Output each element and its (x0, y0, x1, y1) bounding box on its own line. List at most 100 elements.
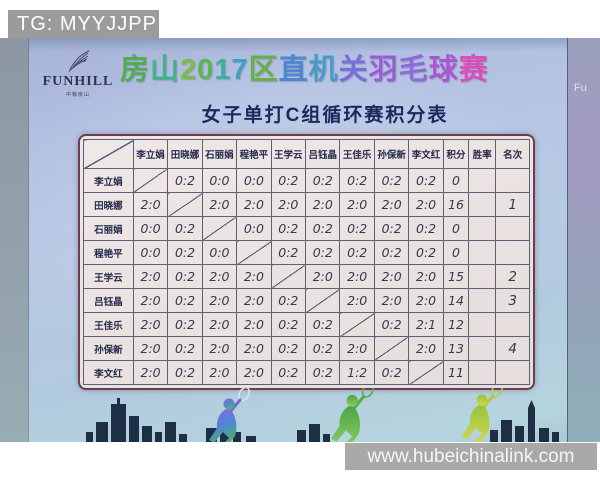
score-cell: 0:2 (408, 168, 444, 193)
score-cell: 0:2 (270, 216, 307, 241)
header-stat-cell: 积分 (442, 139, 470, 169)
score-cell: 2:0 (305, 264, 341, 289)
winrate-cell (468, 264, 497, 289)
row-player-name: 李文红 (83, 360, 134, 385)
score-cell: 2:0 (201, 288, 238, 313)
self-match-cell (373, 336, 410, 361)
score-cell: 0:2 (305, 168, 341, 193)
table-row: 李文红 2:0 0:2 2:0 2:0 0:2 0:2 1:2 0:2 11 (83, 360, 530, 385)
self-match-cell (408, 360, 444, 385)
header-player-cell: 李立娟 (132, 139, 169, 169)
table-row: 孙保新 2:0 0:2 2:0 2:0 0:2 0:2 2:0 2:0 13 4 (83, 336, 530, 361)
score-cell: 2:0 (201, 312, 238, 337)
score-cell: 0:2 (339, 168, 375, 193)
score-cell: 0:0 (132, 216, 169, 241)
self-match-cell (132, 168, 169, 193)
score-cell: 2:0 (408, 288, 444, 313)
adjacent-poster-text: Fu (574, 82, 587, 94)
score-cell: 0:2 (167, 264, 203, 289)
score-cell: 0:2 (270, 312, 307, 337)
score-cell: 2:0 (132, 264, 169, 289)
points-cell: 12 (442, 312, 470, 337)
points-cell: 16 (442, 192, 470, 217)
score-cell: 0:2 (305, 336, 341, 361)
header-player-cell: 王佳乐 (339, 139, 375, 169)
tournament-title: 房山2017区直机关羽毛球赛 (120, 54, 489, 86)
score-cell: 0:2 (167, 312, 203, 337)
header-player-cell: 王学云 (270, 139, 307, 169)
score-cell: 2:0 (373, 264, 410, 289)
score-cell: 2:0 (339, 264, 375, 289)
self-match-cell (236, 240, 272, 265)
winrate-cell (468, 216, 497, 241)
score-cell: 2:0 (201, 360, 238, 385)
header-player-cell: 吕钰晶 (305, 139, 341, 169)
points-cell: 14 (442, 288, 470, 313)
score-cell: 2:0 (373, 192, 410, 217)
self-match-cell (167, 192, 203, 217)
score-cell: 0:2 (305, 216, 341, 241)
score-cell: 0:2 (270, 240, 307, 265)
header-stat-cell: 名次 (495, 139, 530, 169)
rank-cell (495, 240, 530, 265)
rank-cell (495, 360, 530, 385)
score-cell: 2:0 (201, 336, 238, 361)
table-row: 吕钰晶 2:0 0:2 2:0 2:0 0:2 2:0 2:0 2:0 14 3 (83, 288, 530, 313)
row-player-name: 李立娟 (83, 168, 134, 193)
score-cell: 0:2 (373, 168, 410, 193)
score-cell: 0:2 (167, 360, 203, 385)
score-cell: 2:0 (270, 192, 307, 217)
score-cell: 2:0 (132, 336, 169, 361)
score-cell: 0:0 (201, 168, 238, 193)
score-cell: 1:2 (339, 360, 375, 385)
badminton-player-silhouette (331, 388, 375, 442)
score-cell: 2:0 (408, 192, 444, 217)
score-cell: 0:2 (305, 312, 341, 337)
score-table: 李立娟 田晓娜 石丽娟 程艳平 王学云 吕钰晶 王佳乐 孙保新 李文红 积分 胜率 名次 李立娟 0:2 0… (83, 139, 530, 385)
badminton-player-silhouette (462, 388, 503, 442)
points-cell: 13 (442, 336, 470, 361)
score-cell: 0:2 (167, 168, 203, 193)
table-row: 李立娟 0:2 0:0 0:0 0:2 0:2 0:2 0:2 0:2 0 (83, 168, 530, 193)
points-cell: 0 (442, 240, 470, 265)
score-cell: 0:2 (167, 240, 203, 265)
row-player-name: 吕钰晶 (83, 288, 134, 313)
header-stat-cell: 胜率 (468, 139, 497, 169)
score-cell: 2:0 (236, 360, 272, 385)
score-cell: 0:2 (408, 240, 444, 265)
score-cell: 2:0 (408, 336, 444, 361)
score-cell: 2:0 (408, 264, 444, 289)
projected-poster-photo: FUNHILL 中粮房山 房山2017区直机关羽毛球赛 女子单打C组循环赛积分表… (0, 38, 600, 442)
score-cell: 2:0 (201, 192, 238, 217)
brand-logo: FUNHILL 中粮房山 (36, 50, 120, 98)
score-cell: 2:0 (132, 360, 169, 385)
rank-cell: 4 (495, 336, 530, 361)
self-match-cell (270, 264, 307, 289)
score-cell: 0:0 (201, 240, 238, 265)
rank-cell: 3 (495, 288, 530, 313)
feather-icon (68, 50, 90, 73)
badminton-player-silhouette (209, 388, 250, 442)
score-cell: 0:2 (339, 240, 375, 265)
score-cell: 2:0 (201, 264, 238, 289)
winrate-cell (468, 240, 497, 265)
score-cell: 0:2 (373, 240, 410, 265)
row-player-name: 程艳平 (83, 240, 134, 265)
score-cell: 2:0 (236, 264, 272, 289)
score-cell: 0:2 (408, 216, 444, 241)
winrate-cell (468, 168, 497, 193)
score-cell: 0:2 (167, 288, 203, 313)
table-row: 田晓娜 2:0 2:0 2:0 2:0 2:0 2:0 2:0 2:0 16 1 (83, 192, 530, 217)
row-player-name: 孙保新 (83, 336, 134, 361)
row-player-name: 王学云 (83, 264, 134, 289)
score-cell: 2:0 (236, 312, 272, 337)
score-cell: 2:0 (236, 192, 272, 217)
table-row: 石丽娟 0:0 0:2 0:0 0:2 0:2 0:2 0:2 0:2 0 (83, 216, 530, 241)
rank-cell (495, 216, 530, 241)
score-cell: 0:2 (167, 216, 203, 241)
score-cell: 2:0 (339, 192, 375, 217)
header-player-cell: 李文红 (408, 139, 444, 169)
score-cell: 2:0 (339, 288, 375, 313)
score-cell: 0:2 (373, 312, 410, 337)
